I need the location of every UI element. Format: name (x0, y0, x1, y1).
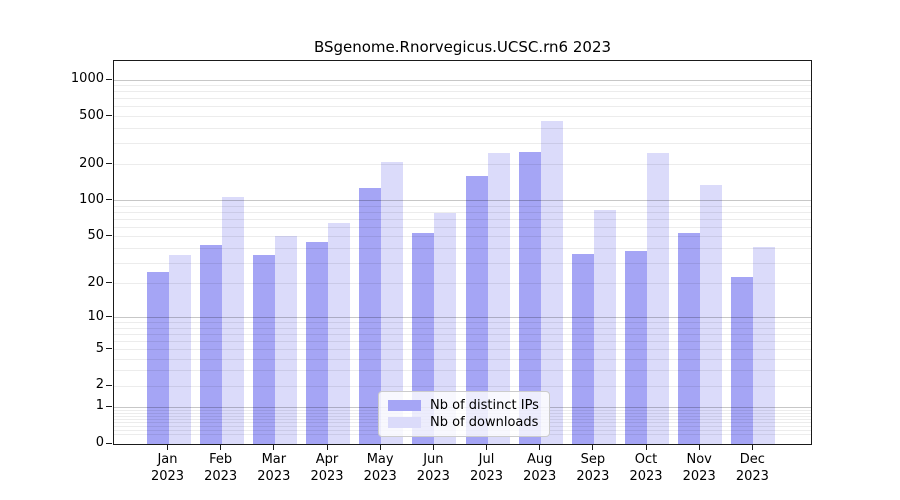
bar-downloads (381, 162, 404, 444)
bar-downloads (753, 247, 776, 444)
y-tick-label: 2 (95, 377, 104, 393)
x-tick-mark (698, 444, 700, 450)
x-tick-mark (539, 444, 541, 450)
y-tick-label: 100 (79, 191, 104, 207)
x-tick-label: Jan 2023 (150, 452, 185, 484)
legend-label-distinct-ips: Nb of distinct IPs (430, 398, 539, 413)
x-tick-label: Sep 2023 (576, 452, 610, 484)
bar-downloads (328, 223, 350, 444)
x-tick-mark (326, 444, 328, 450)
legend: Nb of distinct IPs Nb of downloads (378, 391, 550, 437)
y-tick-mark (106, 78, 112, 80)
x-tick-mark (379, 444, 381, 450)
y-tick-label: 500 (79, 107, 104, 123)
plot-area (113, 60, 812, 445)
y-tick-label: 1000 (70, 71, 104, 87)
legend-label-downloads: Nb of downloads (430, 415, 539, 430)
y-tick-label: 0 (95, 435, 104, 450)
bar-distinct-ips (252, 255, 275, 444)
x-tick-mark (167, 444, 168, 450)
x-tick-label: May 2023 (363, 452, 397, 484)
bar-downloads (221, 197, 244, 444)
bar-downloads (274, 235, 297, 444)
x-tick-mark (432, 444, 434, 450)
bar-distinct-ips (625, 251, 648, 444)
bar-downloads (540, 121, 563, 444)
legend-row-downloads: Nb of downloads (388, 414, 539, 431)
y-tick-mark (106, 115, 112, 116)
x-tick-label: Apr 2023 (310, 452, 344, 484)
x-tick-mark (220, 444, 222, 450)
x-tick-label: Oct 2023 (629, 452, 663, 484)
y-tick-label: 1 (95, 398, 104, 414)
bar-downloads (434, 212, 457, 444)
y-tick-mark (106, 384, 112, 386)
bar-downloads (487, 152, 510, 444)
y-tick-mark (106, 199, 112, 201)
x-tick-mark (486, 444, 488, 450)
y-tick-mark (106, 442, 112, 444)
bar-downloads (700, 185, 723, 444)
x-tick-label: Feb 2023 (204, 452, 238, 484)
x-tick-label: Nov 2023 (682, 452, 716, 484)
bar-downloads (647, 153, 670, 444)
y-tick-mark (106, 348, 112, 350)
y-tick-label: 20 (87, 274, 104, 290)
bar-distinct-ips (146, 272, 169, 444)
bar-distinct-ips (678, 232, 701, 444)
bar-distinct-ips (359, 188, 382, 444)
x-tick-label: Jun 2023 (416, 452, 450, 484)
bar-distinct-ips (571, 253, 594, 444)
x-tick-label: Aug 2023 (523, 452, 557, 484)
bar-downloads (168, 255, 191, 444)
bar-distinct-ips (199, 244, 222, 444)
bar-distinct-ips (465, 175, 488, 444)
y-tick-mark (106, 405, 112, 407)
x-tick-mark (645, 444, 647, 450)
x-tick-label: Jul 2023 (469, 452, 504, 484)
distinct-ips-swatch-icon (388, 400, 421, 411)
y-tick-label: 50 (87, 227, 104, 243)
x-tick-label: Mar 2023 (257, 452, 291, 484)
x-tick-mark (751, 444, 753, 450)
legend-row-distinct-ips: Nb of distinct IPs (388, 397, 539, 414)
bar-distinct-ips (731, 276, 754, 444)
x-tick-mark (592, 444, 594, 450)
x-tick-mark (273, 444, 275, 450)
bar-distinct-ips (518, 152, 541, 444)
bar-downloads (593, 209, 616, 444)
chart-title: BSgenome.Rnorvegicus.UCSC.rn6 2023 (313, 38, 612, 56)
y-tick-mark (106, 163, 112, 165)
bars-layer (114, 61, 811, 444)
y-tick-label: 5 (95, 340, 104, 356)
y-tick-label: 200 (79, 155, 104, 171)
y-tick-mark (106, 316, 112, 318)
downloads-swatch-icon (388, 417, 421, 428)
y-tick-mark (106, 235, 112, 237)
bar-distinct-ips (306, 242, 328, 444)
y-tick-mark (106, 282, 112, 284)
x-tick-label: Dec 2023 (735, 452, 769, 484)
y-tick-label: 10 (87, 308, 104, 324)
